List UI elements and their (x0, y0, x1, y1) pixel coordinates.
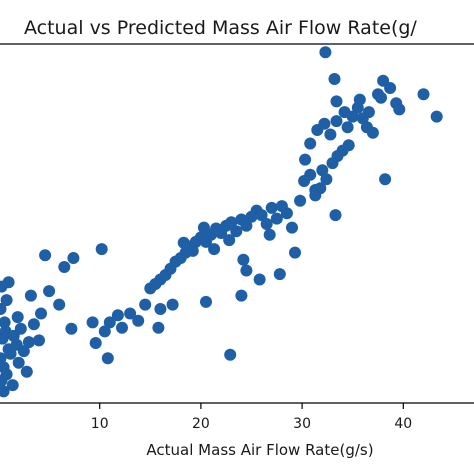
scatter-point (53, 298, 66, 311)
scatter-point (375, 91, 387, 104)
scatter-point (11, 311, 24, 324)
scatter-point (360, 121, 373, 134)
scatter-point (0, 385, 10, 398)
scatter-point (225, 216, 238, 229)
scatter-point (353, 93, 366, 106)
scatter-point (4, 347, 17, 360)
scatter-point (294, 194, 307, 207)
scatter-point (224, 348, 237, 361)
scatter-point (328, 73, 341, 85)
scatter-point (379, 173, 392, 186)
scatter-point (67, 252, 80, 264)
scatter-point (22, 336, 35, 349)
scatter-point (237, 253, 250, 266)
scatter-point (197, 221, 210, 234)
scatter-point (318, 117, 331, 130)
scatter-point (208, 243, 221, 256)
scatter-point (186, 244, 199, 257)
scatter-point (330, 95, 343, 108)
scatter-point (58, 261, 71, 273)
scatter-point (12, 356, 25, 369)
scatter-point (265, 201, 278, 214)
scatter-point (33, 334, 45, 347)
scatter-point (154, 303, 167, 315)
x-axis-ticks: 1020304050 (91, 403, 412, 432)
scatter-point (304, 168, 317, 181)
scatter-point (20, 365, 33, 378)
scatter-point (0, 374, 8, 387)
scatter-point (177, 236, 190, 249)
scatter-point (0, 303, 7, 315)
scatter-point (240, 264, 253, 277)
scatter-point (98, 325, 111, 338)
scatter-point (253, 273, 266, 286)
scatter-point (270, 212, 283, 225)
scatter-point (89, 337, 102, 349)
x-tick-label: 40 (394, 416, 412, 432)
scatter-point (0, 316, 11, 329)
scatter-point (299, 153, 312, 166)
scatter-point (319, 46, 332, 59)
scatter-point (166, 298, 179, 311)
scatter-point (362, 106, 375, 119)
scatter-point (338, 106, 351, 119)
x-tick-label: 30 (293, 416, 311, 432)
scatter-point (430, 110, 443, 123)
scatter-point (152, 321, 165, 334)
scatter-point (0, 294, 13, 307)
scatter-point (2, 276, 15, 289)
chart-title: Actual vs Predicted Mass Air Flow Rate(g… (24, 17, 417, 39)
scatter-point (24, 289, 37, 302)
scatter-point (124, 307, 137, 320)
scatter-point (263, 228, 276, 241)
scatter-point (384, 82, 397, 94)
scatter-point (235, 289, 248, 302)
scatter-points (0, 46, 443, 398)
scatter-point (101, 352, 114, 365)
scatter-point (289, 246, 301, 259)
scatter-point (111, 309, 124, 322)
x-tick-label: 20 (192, 416, 210, 432)
scatter-point (6, 379, 19, 392)
scatter-point (223, 234, 236, 247)
scatter-point (393, 103, 406, 116)
scatter-point (417, 88, 430, 101)
scatter-point (341, 121, 354, 134)
scatter-point (316, 164, 329, 177)
scatter-point (27, 318, 40, 331)
scatter-point (342, 139, 355, 152)
x-tick-label: 10 (91, 416, 109, 432)
scatter-point (320, 173, 333, 186)
scatter-point (35, 307, 47, 320)
scatter-point (132, 314, 145, 327)
scatter-point (103, 316, 116, 329)
scatter-point (324, 128, 337, 141)
scatter-point (304, 137, 317, 150)
scatter-point (139, 298, 152, 311)
scatter-point (95, 243, 108, 256)
scatter-point (65, 322, 78, 335)
x-axis-label: Actual Mass Air Flow Rate(g/s) (146, 441, 373, 459)
scatter-point (14, 322, 27, 335)
scatter-point (309, 184, 322, 196)
scatter-point (200, 295, 212, 308)
scatter-point (330, 115, 343, 128)
scatter-point (280, 207, 293, 220)
scatter-point (273, 268, 286, 281)
scatter-point (86, 316, 99, 329)
scatter-point (240, 219, 253, 232)
scatter-point (329, 209, 342, 222)
scatter-point (230, 225, 243, 238)
scatter-point (17, 345, 30, 358)
scatter-point (39, 249, 52, 262)
scatter-point (116, 321, 128, 334)
scatter-point (286, 221, 298, 234)
scatter-point (260, 218, 273, 230)
scatter-point (43, 285, 56, 298)
scatter-point (255, 209, 268, 222)
